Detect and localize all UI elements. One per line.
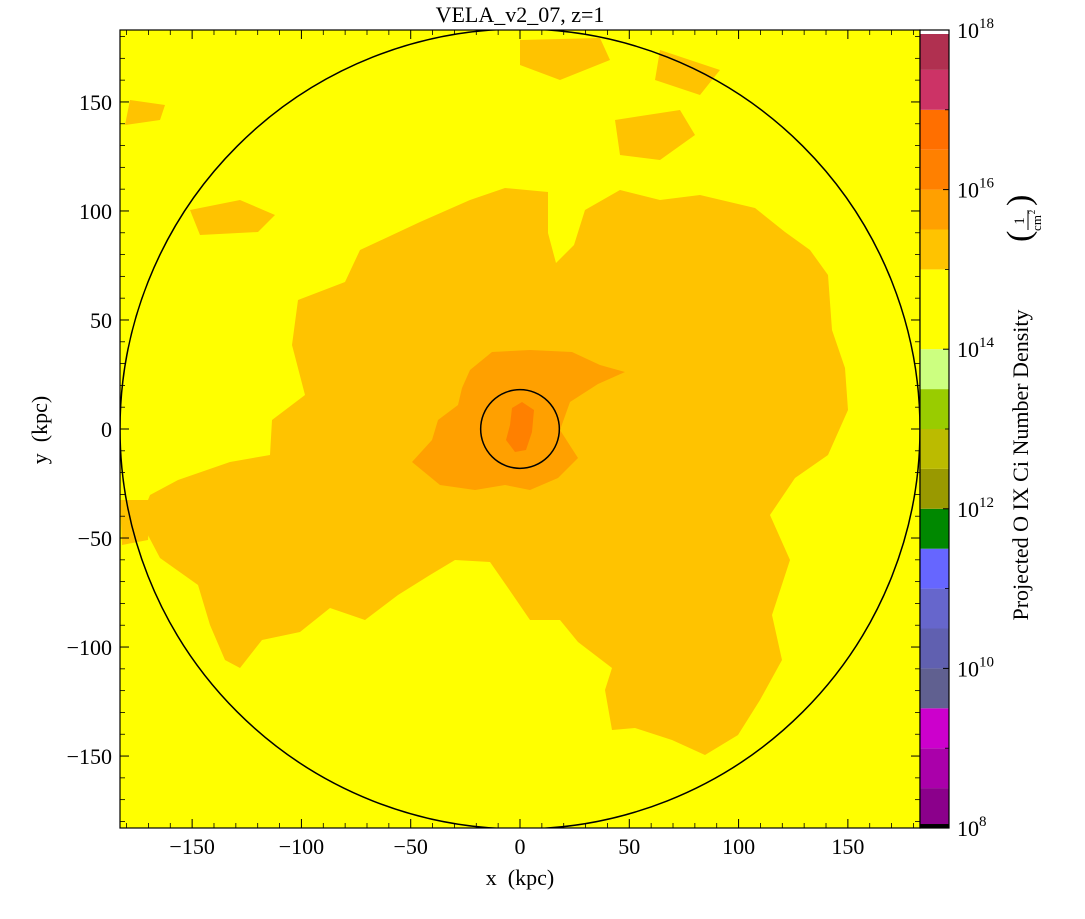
y-tick-label: 50 <box>90 308 112 333</box>
colorbar-unit-open-paren: ( <box>1001 231 1038 242</box>
colorbar-band <box>920 668 949 709</box>
x-tick-label: −100 <box>279 834 324 859</box>
colorbar-band <box>920 269 949 350</box>
colorbar-band <box>920 628 949 669</box>
galaxy-radius-circle <box>479 388 561 470</box>
colorbar-band <box>920 69 949 110</box>
colorbar-label-group: Projected O IX Ci Number Density ( 1 cm … <box>1001 195 1044 621</box>
colorbar-band <box>920 468 949 509</box>
colorbar-band <box>920 708 949 749</box>
heatmap-region-core <box>506 402 534 452</box>
colorbar-band <box>920 33 949 70</box>
colorbar-unit-denominator: cm <box>1029 215 1044 231</box>
colorbar-ticks: 108 1010 1012 1014 1016 1018 <box>943 16 995 841</box>
colorbar <box>920 30 949 828</box>
colorbar-band <box>920 429 949 469</box>
colorbar-band <box>920 748 949 789</box>
x-tick-label: −50 <box>393 834 427 859</box>
y-axis-ticks: −150 −100 −50 0 50 100 150 <box>67 36 920 822</box>
colorbar-band <box>920 824 949 828</box>
colorbar-band <box>920 588 949 629</box>
x-tick-label: 0 <box>515 834 526 859</box>
colorbar-band <box>920 229 949 270</box>
colorbar-band <box>920 788 949 825</box>
colorbar-band <box>920 30 949 34</box>
heatmap-area <box>120 30 920 828</box>
x-tick-label: 100 <box>722 834 755 859</box>
y-tick-label: −100 <box>67 635 112 660</box>
colorbar-band <box>920 548 949 589</box>
colorbar-unit-close-paren: ) <box>1001 195 1038 206</box>
colorbar-band <box>920 189 949 230</box>
colorbar-tick-label: 1010 <box>957 654 994 681</box>
y-axis-label: y (kpc) <box>27 396 52 464</box>
colorbar-unit-numerator: 1 <box>1012 217 1028 225</box>
y-tick-label: 100 <box>79 199 112 224</box>
y-tick-label: −50 <box>78 526 112 551</box>
colorbar-band <box>920 109 949 150</box>
y-tick-label: 0 <box>101 417 112 442</box>
x-axis-ticks: −150 −100 −50 0 50 100 150 <box>126 30 914 859</box>
y-tick-label: −150 <box>67 744 112 769</box>
chart-title: VELA_v2_07, z=1 <box>436 2 605 27</box>
colorbar-label: Projected O IX Ci Number Density <box>1008 310 1033 621</box>
colorbar-tick-label: 1012 <box>957 495 994 522</box>
colorbar-unit-exponent: 2 <box>1027 210 1037 215</box>
x-tick-label: 150 <box>831 834 864 859</box>
colorbar-band <box>920 349 949 390</box>
colorbar-band <box>920 508 949 549</box>
x-tick-label: 50 <box>618 834 640 859</box>
colorbar-band <box>920 149 949 190</box>
x-tick-label: −150 <box>169 834 214 859</box>
colorbar-tick-label: 1016 <box>957 176 995 203</box>
colorbar-tick-label: 108 <box>957 814 987 841</box>
y-tick-label: 150 <box>79 90 112 115</box>
colorbar-tick-label: 1018 <box>957 16 994 43</box>
colorbar-tick-label: 1014 <box>957 335 995 362</box>
x-axis-label: x (kpc) <box>486 865 554 890</box>
colorbar-band <box>920 389 949 429</box>
